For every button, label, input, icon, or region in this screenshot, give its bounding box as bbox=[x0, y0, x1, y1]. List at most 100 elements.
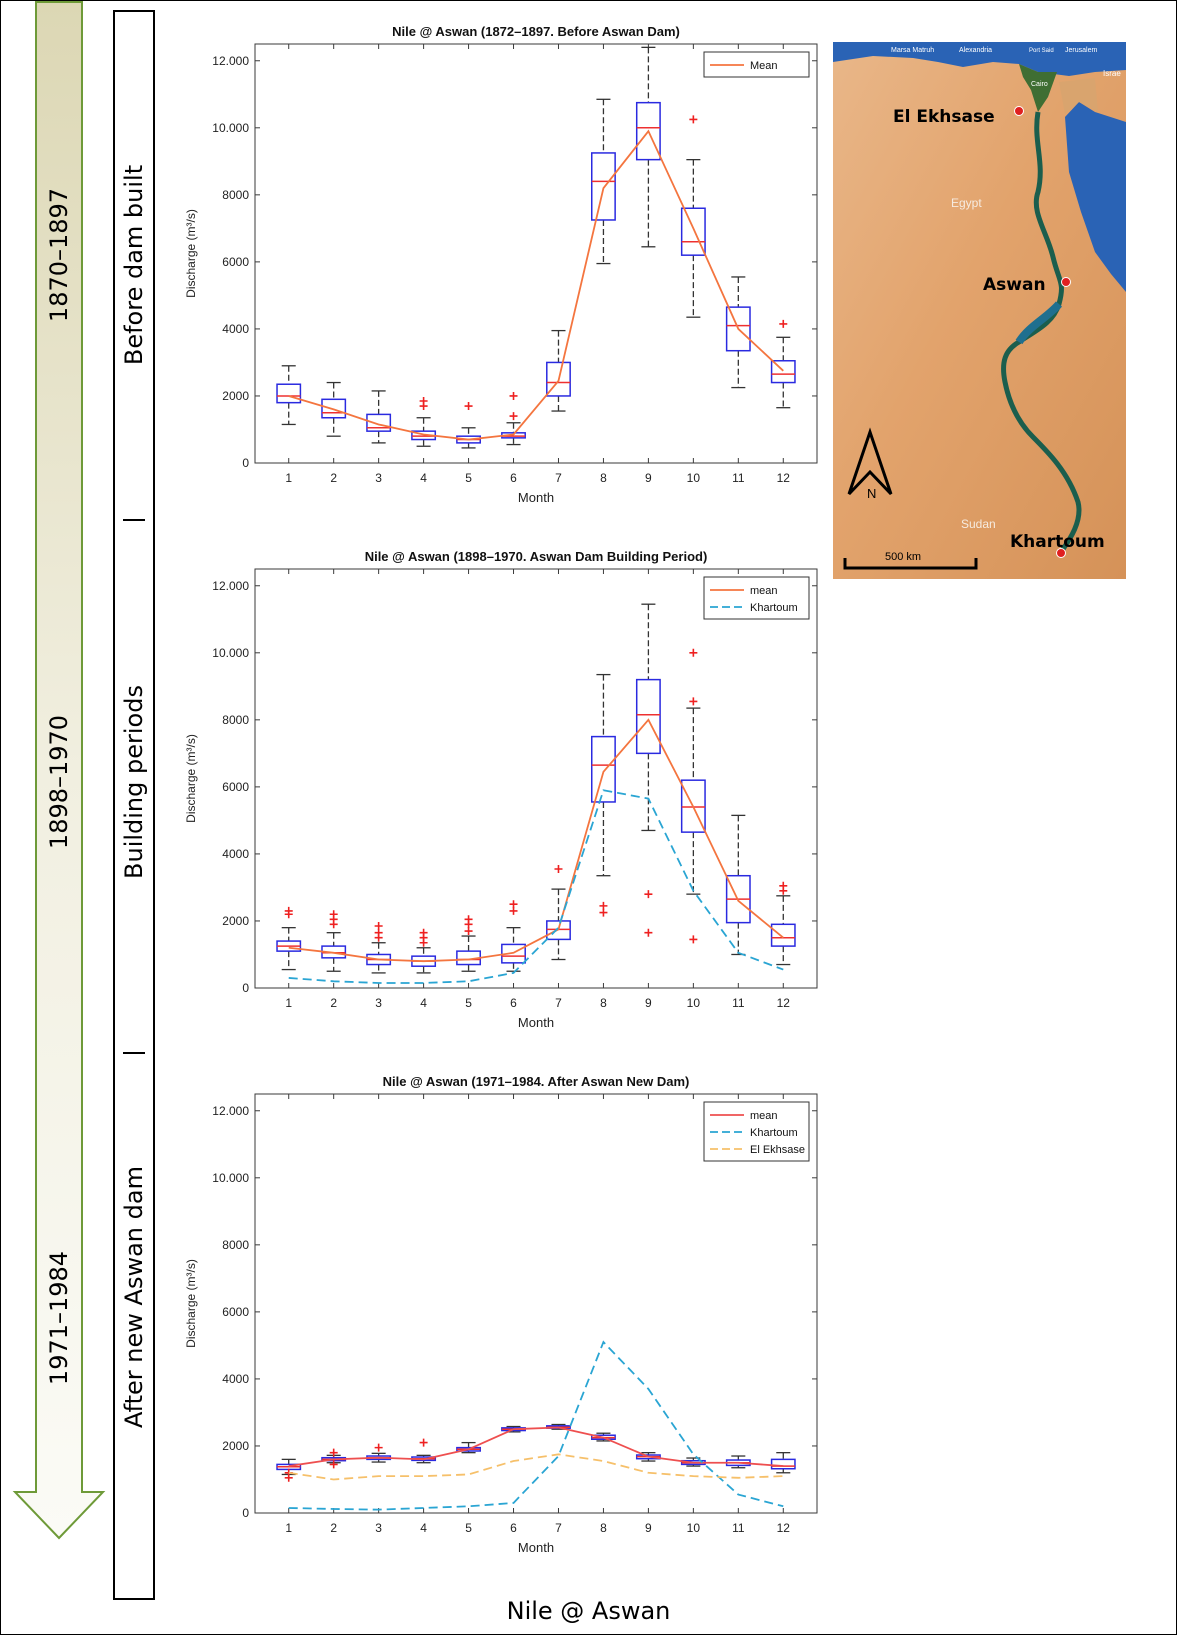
outlier bbox=[689, 648, 698, 657]
series-line-khartoum bbox=[288, 1340, 784, 1511]
outlier bbox=[509, 391, 518, 400]
legend-label: Khartoum bbox=[750, 602, 798, 614]
boxplot-month-4 bbox=[411, 928, 437, 974]
boxplot-month-1 bbox=[276, 1458, 302, 1482]
chart-svg: Nile @ Aswan (1898–1970. Aswan Dam Build… bbox=[165, 545, 835, 1070]
y-tick-label: 6000 bbox=[222, 255, 249, 269]
plot-area bbox=[254, 568, 818, 989]
map-nile-delta bbox=[1019, 64, 1057, 112]
x-tick-label: 4 bbox=[420, 471, 427, 485]
x-tick-label: 10 bbox=[687, 471, 701, 485]
box bbox=[321, 398, 347, 419]
period-label-2: Building periods bbox=[120, 685, 148, 879]
y-tick-label: 8000 bbox=[222, 1238, 249, 1252]
x-tick-label: 7 bbox=[555, 1521, 562, 1535]
map-label-el-ekhsase: El Ekhsase bbox=[893, 107, 995, 127]
box bbox=[770, 923, 796, 947]
y-axis-label: Discharge (m³/s) bbox=[184, 1259, 198, 1348]
x-tick-label: 2 bbox=[330, 471, 337, 485]
y-tick-label: 10.000 bbox=[212, 646, 249, 660]
x-tick-label: 4 bbox=[420, 1521, 427, 1535]
x-tick-label: 3 bbox=[375, 996, 382, 1010]
outlier bbox=[509, 906, 518, 915]
x-tick-label: 10 bbox=[687, 1521, 701, 1535]
plot-area bbox=[254, 1093, 818, 1514]
plot-area bbox=[254, 43, 818, 464]
map-label-israel: Israe bbox=[1103, 69, 1121, 78]
bottom-label: Nile @ Aswan bbox=[506, 1597, 671, 1625]
boxplot-month-2 bbox=[321, 381, 347, 437]
x-tick-label: 12 bbox=[777, 996, 791, 1010]
period-years-1: 1870–1897 bbox=[45, 187, 73, 323]
legend-label: El Ekhsase bbox=[750, 1144, 805, 1156]
y-tick-label: 4000 bbox=[222, 847, 249, 861]
x-tick-label: 5 bbox=[465, 471, 472, 485]
outlier bbox=[464, 927, 473, 936]
x-tick-label: 5 bbox=[465, 1521, 472, 1535]
x-tick-label: 8 bbox=[600, 471, 607, 485]
x-tick-label: 12 bbox=[777, 1521, 791, 1535]
outlier bbox=[329, 910, 338, 919]
timeline-arrow bbox=[12, 1, 106, 1540]
chart-title: Nile @ Aswan (1898–1970. Aswan Dam Build… bbox=[365, 549, 708, 564]
outlier bbox=[779, 881, 788, 890]
map-label-port-said: Port Said bbox=[1029, 48, 1054, 54]
period-divider-1 bbox=[123, 519, 145, 521]
period-divider-2 bbox=[123, 1052, 145, 1054]
x-tick-label: 6 bbox=[510, 996, 517, 1010]
x-tick-label: 6 bbox=[510, 1521, 517, 1535]
north-arrow-icon bbox=[847, 427, 893, 496]
map-label-khartoum: Khartoum bbox=[1010, 532, 1105, 552]
map-label-sudan: Sudan bbox=[961, 517, 996, 531]
box bbox=[546, 920, 571, 941]
x-tick-label: 2 bbox=[330, 1521, 337, 1535]
box bbox=[276, 383, 302, 404]
outlier bbox=[374, 928, 383, 937]
box bbox=[635, 678, 661, 755]
y-tick-label: 0 bbox=[242, 981, 249, 995]
timeline-arrow-shape bbox=[12, 1, 106, 1540]
outlier bbox=[689, 935, 698, 944]
chart-title: Nile @ Aswan (1872–1897. Before Aswan Da… bbox=[392, 24, 680, 39]
boxplot-month-7 bbox=[546, 329, 571, 412]
boxplot-month-8 bbox=[591, 673, 616, 917]
series-line-mean bbox=[288, 1426, 784, 1467]
map-image: Marsa Matruh Alexandria Port Said Jerusa… bbox=[833, 42, 1126, 579]
series-line-mean bbox=[288, 718, 784, 963]
boxplot-month-9 bbox=[635, 46, 661, 248]
x-tick-label: 9 bbox=[645, 1521, 652, 1535]
x-tick-label: 5 bbox=[465, 996, 472, 1010]
aswan-marker bbox=[1061, 277, 1071, 287]
chart-after-new-dam: Nile @ Aswan (1971–1984. After Aswan New… bbox=[165, 1070, 835, 1595]
box bbox=[366, 413, 392, 432]
y-tick-label: 2000 bbox=[222, 389, 249, 403]
outlier bbox=[374, 1443, 383, 1452]
outlier bbox=[419, 1438, 428, 1447]
x-tick-label: 8 bbox=[600, 1521, 607, 1535]
y-tick-label: 12.000 bbox=[212, 579, 249, 593]
x-tick-label: 6 bbox=[510, 471, 517, 485]
x-tick-label: 1 bbox=[285, 471, 292, 485]
y-tick-label: 6000 bbox=[222, 780, 249, 794]
chart-building-period: Nile @ Aswan (1898–1970. Aswan Dam Build… bbox=[165, 545, 835, 1070]
boxplot-month-11 bbox=[725, 276, 751, 389]
x-axis-label: Month bbox=[518, 1540, 554, 1555]
legend-box bbox=[703, 576, 810, 620]
box bbox=[546, 361, 571, 397]
y-tick-label: 8000 bbox=[222, 713, 249, 727]
legend-box bbox=[703, 1101, 810, 1162]
boxplot-month-10 bbox=[680, 648, 706, 944]
x-tick-label: 9 bbox=[645, 996, 652, 1010]
map-lake-nasser bbox=[1015, 301, 1063, 345]
x-tick-label: 1 bbox=[285, 996, 292, 1010]
legend-label: mean bbox=[750, 585, 778, 597]
y-tick-label: 10.000 bbox=[212, 121, 249, 135]
boxplot-month-12 bbox=[770, 319, 796, 409]
x-tick-label: 11 bbox=[732, 471, 745, 485]
y-tick-label: 0 bbox=[242, 456, 249, 470]
x-tick-label: 3 bbox=[375, 471, 382, 485]
outlier bbox=[599, 908, 608, 917]
x-tick-label: 3 bbox=[375, 1521, 382, 1535]
legend: mean Khartoum El Ekhsase bbox=[703, 1101, 810, 1162]
outlier bbox=[779, 319, 788, 328]
